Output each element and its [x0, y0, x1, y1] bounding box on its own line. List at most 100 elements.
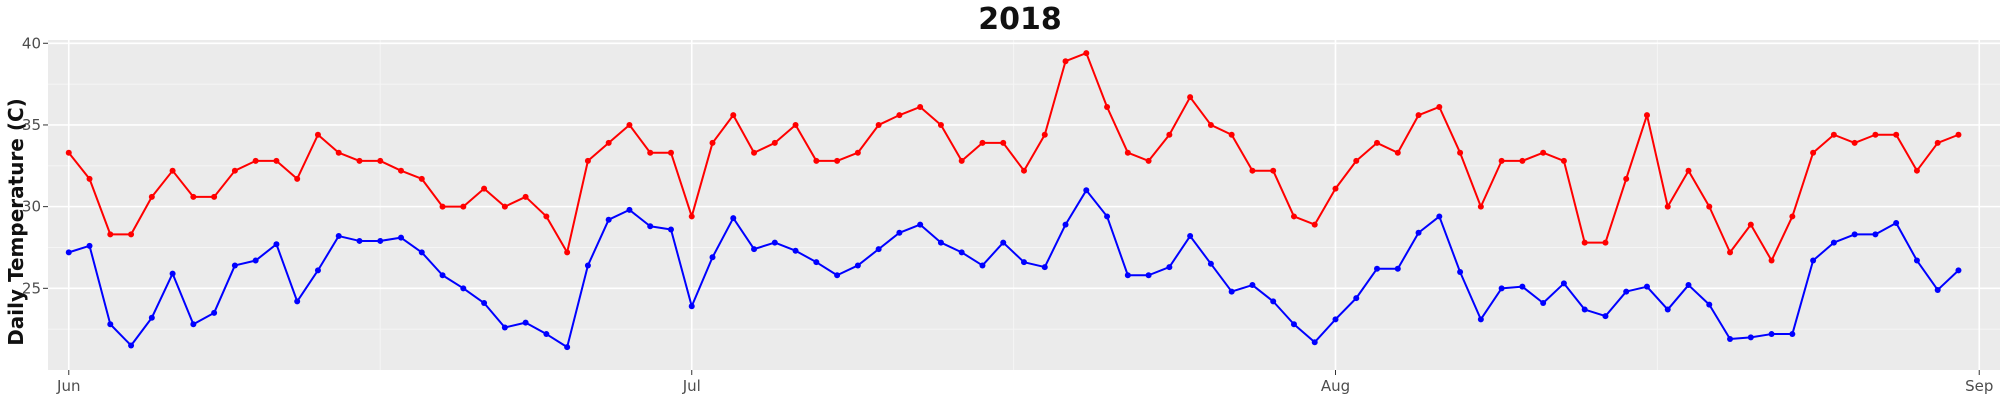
series-1-point: [875, 121, 882, 128]
series-1-line: [67, 52, 1959, 262]
series-2-point: [107, 321, 114, 328]
series-2-point: [211, 309, 218, 316]
series-1-point: [1353, 157, 1360, 164]
series-2-point: [1290, 321, 1297, 328]
y-axis-label: Daily Temperature (C): [4, 98, 28, 346]
series-2-point: [564, 344, 571, 351]
series-2-point: [605, 216, 612, 223]
series-2-point: [1311, 339, 1318, 346]
series-1-point: [1498, 157, 1505, 164]
series-2-point: [1436, 213, 1443, 220]
series-2-point: [896, 229, 903, 236]
series-1-point: [1581, 239, 1588, 246]
series-1-point: [1457, 149, 1464, 156]
series-2-point: [1643, 283, 1650, 290]
series-2-point: [543, 331, 550, 338]
series-1-point: [730, 112, 737, 119]
series-2: [65, 187, 1962, 351]
series-2-point: [1872, 231, 1879, 238]
y-tick-label: 30: [22, 198, 41, 216]
series-1-point: [1810, 149, 1817, 156]
series-2-point: [584, 262, 591, 269]
series-2-point: [1706, 301, 1713, 308]
series-2-point: [917, 221, 924, 228]
series-2-point: [813, 259, 820, 266]
series-2-point: [1913, 257, 1920, 264]
series-1-point: [1311, 221, 1318, 228]
series-1-point: [1664, 203, 1671, 210]
series-1-point: [1394, 149, 1401, 156]
series-1-point: [771, 139, 778, 146]
series-2-point: [1810, 257, 1817, 264]
series-2-point: [1602, 313, 1609, 320]
series-2-point: [709, 254, 716, 261]
series-2-point: [1664, 306, 1671, 313]
series-1-point: [1104, 103, 1111, 110]
series-1-point: [1789, 213, 1796, 220]
series-1-point: [148, 193, 155, 200]
series-1-point: [1374, 139, 1381, 146]
series-2-point: [1581, 306, 1588, 313]
series-1-point: [335, 149, 342, 156]
chart-title: 2018: [978, 2, 1062, 37]
series-1-point: [1228, 131, 1235, 138]
minor-grid: [48, 40, 2000, 370]
series-2-point: [1727, 335, 1734, 342]
series-2-point: [1415, 229, 1422, 236]
series-2-point: [1768, 331, 1775, 338]
series-1-point: [252, 157, 259, 164]
series-1-point: [1477, 203, 1484, 210]
series-2-line: [68, 189, 1960, 349]
series-1-point: [979, 139, 986, 146]
series-2-point: [1000, 239, 1007, 246]
series-2-point: [1249, 282, 1256, 289]
series-1-point: [1872, 131, 1879, 138]
series-1-point: [1560, 157, 1567, 164]
series-1-point: [1207, 121, 1214, 128]
series-2-point: [1560, 280, 1567, 287]
series-2-point: [1228, 288, 1235, 295]
series-1-point: [1851, 139, 1858, 146]
series-1-point: [1623, 175, 1630, 182]
series-2-point: [439, 272, 446, 279]
series-1-point: [169, 167, 176, 174]
series-2-point: [1789, 331, 1796, 338]
series-1-point: [86, 175, 93, 182]
series-2-point: [522, 319, 529, 326]
series-1-point: [1166, 131, 1173, 138]
series-2-point: [1498, 285, 1505, 292]
x-tick-label: Jul: [682, 377, 701, 395]
series-2-point: [1332, 316, 1339, 323]
series-1-point: [65, 149, 72, 156]
series-1-point: [1934, 139, 1941, 146]
series-2-point: [481, 300, 488, 307]
series-1-point: [273, 157, 280, 164]
series-1-point: [667, 149, 674, 156]
series-2-point: [834, 272, 841, 279]
series-2-point: [335, 233, 342, 240]
series-2-point: [65, 249, 72, 256]
series-2-point: [875, 246, 882, 253]
series-1-point: [1021, 167, 1027, 174]
series-2-point: [1104, 213, 1111, 220]
series-1-point: [377, 157, 384, 164]
series-1-point: [958, 157, 965, 164]
series-2-point: [792, 247, 799, 254]
series-2-point: [1851, 231, 1858, 238]
y-tick-label: 25: [22, 279, 41, 297]
series-1-point: [1955, 131, 1962, 138]
series-1-point: [1290, 213, 1297, 220]
series-1-point: [190, 193, 197, 200]
series-2-point: [1187, 233, 1194, 240]
plot-panel: [48, 40, 2000, 370]
series-2-point: [501, 324, 508, 331]
series-2-point: [398, 234, 405, 241]
series-2-point: [460, 285, 467, 292]
series-1-point: [1913, 167, 1920, 174]
series-2-point: [1145, 272, 1152, 279]
y-tick-label: 35: [22, 116, 41, 134]
series-1-point: [1249, 167, 1256, 174]
series-1-point: [647, 149, 654, 156]
series-2-point: [1166, 264, 1173, 271]
series-1-point: [211, 193, 218, 200]
